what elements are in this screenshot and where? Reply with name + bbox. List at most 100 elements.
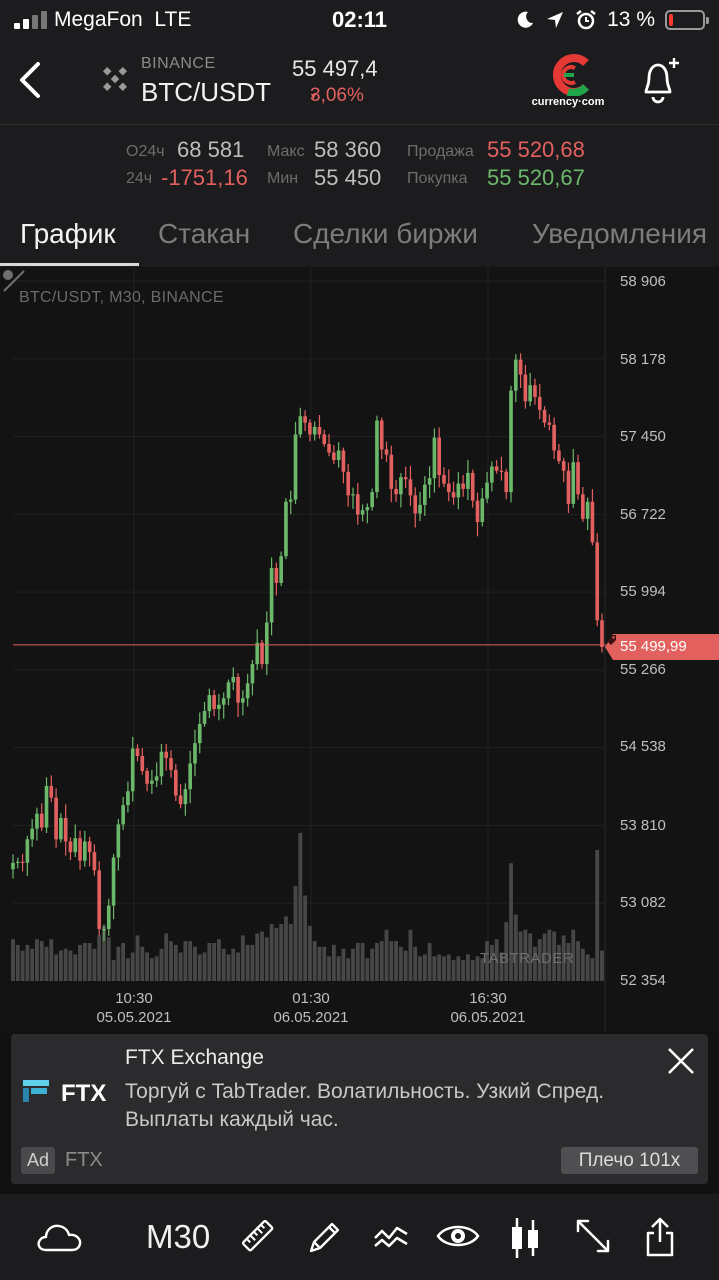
ad-banner[interactable]: FTX FTX Exchange Торгуй с TabTrader. Вол… [11,1034,708,1184]
volume-bar [413,946,418,981]
volume-bar [351,948,355,981]
candle-body [513,359,518,391]
volume-bar [461,960,466,981]
volume-bar [30,948,35,981]
chart-type-button[interactable] [508,1216,542,1258]
candle-body [83,841,87,861]
cloud-button[interactable] [34,1216,84,1256]
back-icon[interactable] [12,58,52,102]
tab-trades[interactable]: Сделки биржи [293,218,478,249]
volume-bar [580,948,585,981]
volume-bar [240,935,245,981]
volume-bar [58,950,63,981]
volume-bar [552,931,557,981]
volume-bar [341,948,346,981]
x-tick-time: 01:30 [292,990,330,1007]
price-chart[interactable]: BTC/USDT, M30, BINANCE 58 906 58 178 57 … [0,267,719,1032]
volume-bar [566,943,571,981]
ruler-button[interactable] [240,1216,276,1256]
battery-percent: 13 % [607,8,655,31]
candle-body [106,905,111,930]
tabtrader-logo-icon [3,270,25,292]
candle-body [68,841,73,853]
volume-bar [121,943,126,981]
candle-body [561,461,566,471]
tab-order-book[interactable]: Стакан [158,218,251,249]
candle-body [193,743,197,764]
volume-bar [398,946,403,981]
volume-bar [394,941,399,981]
volume-bar [25,944,30,981]
candle-body [533,385,537,398]
tab-alerts[interactable]: Уведомления [532,218,708,249]
y-tick-label: 53 082 [620,894,666,911]
candle-body [528,385,532,402]
candlestick-chart[interactable] [0,267,719,1032]
y-tick-label: 52 354 [620,972,666,989]
open-label: O24ч [126,143,165,160]
currency-com-logo-icon[interactable]: currency·com [531,54,605,110]
volume-bar [422,954,427,981]
pair-name[interactable]: BTC/USDT [141,77,271,107]
volume-bar [480,958,485,981]
candle-body [576,462,580,495]
high-value: 58 360 [314,137,382,162]
volume-bar [403,950,408,981]
volume-bar [216,939,221,981]
ad-title[interactable]: FTX Exchange [125,1046,264,1069]
volume-bar [509,863,513,981]
candle-body [375,420,379,493]
volume-bar [489,944,494,981]
ad-cta-button[interactable]: Плечо 101x [561,1147,698,1174]
candle-body [537,397,542,410]
candle-body [54,797,58,840]
volume-bar [600,950,604,981]
close-icon[interactable] [666,1046,696,1076]
x-tick-date: 06.05.2021 [450,1009,526,1026]
candle-body [178,795,183,805]
volume-bar [336,956,341,981]
x-tick-label: 10:30 05.05.2021 [74,989,194,1027]
volume-bar [408,929,413,981]
volume-bar [197,954,202,981]
candle-body [154,776,159,781]
share-button[interactable] [644,1216,676,1257]
candle-body [571,462,576,504]
indicators-icon [374,1226,408,1248]
volume-bar [149,958,154,981]
currency-com-mark [552,54,590,97]
volume-bar [466,954,470,981]
candle-body [475,500,480,523]
tab-chart[interactable]: График [20,218,116,249]
volume-bar [178,952,183,981]
sell-label: Продажа [407,143,474,160]
bell-plus-icon[interactable] [632,54,684,108]
volume-bar [537,939,542,981]
candle-body [585,501,590,519]
volume-bar [78,944,82,981]
exchange-name: BINANCE [141,55,216,72]
volume-bar [193,946,197,981]
draw-button[interactable] [306,1216,342,1256]
ad-text[interactable]: Торгуй с TabTrader. Волатильность. Узкий… [125,1080,605,1131]
volume-bar [442,956,446,981]
fullscreen-button[interactable] [574,1216,612,1256]
y-tick-label: 53 810 [620,817,666,834]
candle-body [20,861,25,863]
candle-body [63,817,68,842]
volume-bar [494,939,499,981]
low-label: Мин [267,170,299,187]
visibility-button[interactable] [436,1216,480,1256]
indicators-button[interactable] [372,1216,410,1256]
header: BINANCE BTC/USDT 55 497,4 ▼ 3,06% curren… [0,40,719,124]
candle-body [399,477,403,495]
timeframe-selector[interactable]: M30 [146,1218,211,1255]
volume-bar [513,914,518,981]
volume-bar [303,895,308,981]
volume-bar [207,943,212,981]
candle-body [197,723,202,744]
volume-bar [154,956,159,981]
candle-body [169,758,173,770]
volume-bar [523,929,528,981]
volume-bar [446,954,451,981]
